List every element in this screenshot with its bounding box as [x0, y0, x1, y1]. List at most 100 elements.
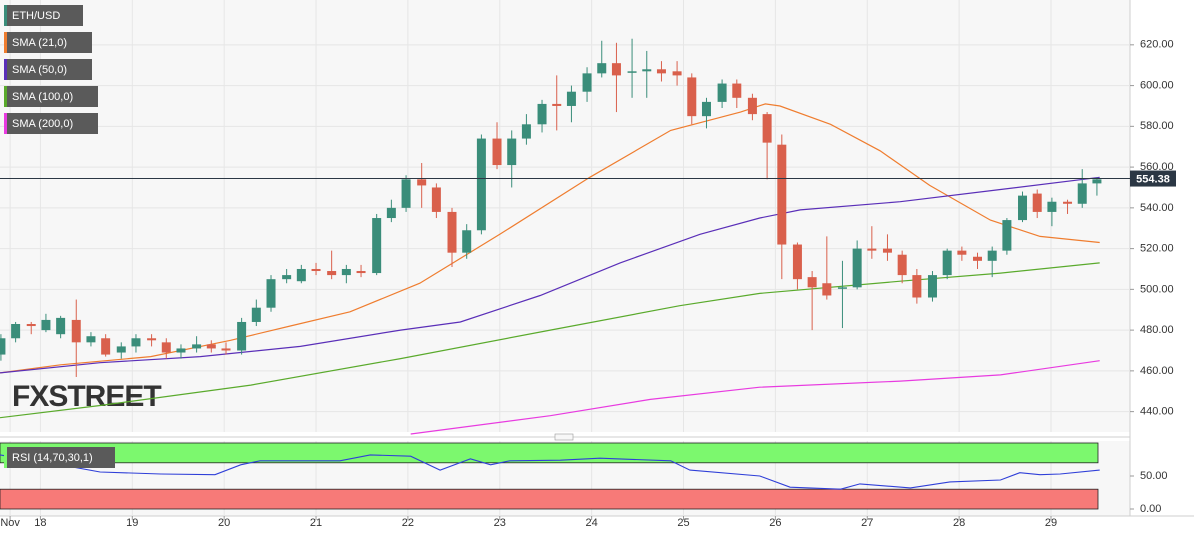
candle-body [492, 138, 502, 166]
candle-body [537, 103, 547, 125]
legend-box [4, 447, 115, 468]
main-plot-background [0, 0, 1130, 432]
candle-body [972, 256, 982, 261]
legend-swatch [4, 5, 7, 26]
rsi-line [0, 454, 1100, 490]
candle-body [642, 69, 652, 72]
candle-body [777, 144, 787, 245]
sma-line [0, 103, 1100, 374]
candle-body [311, 268, 321, 272]
candle-body [266, 279, 276, 308]
candle-body [822, 283, 832, 296]
candle-body [521, 124, 531, 139]
y-tick-label: 580.00 [1140, 120, 1174, 132]
candle-body [852, 248, 862, 288]
sma-line [0, 176, 1100, 374]
candle-body [71, 319, 81, 343]
candle-body [476, 138, 486, 231]
candle-body [447, 211, 457, 253]
candle-body [552, 103, 562, 106]
candle-body [251, 307, 261, 322]
x-tick-label: 18 [34, 517, 46, 529]
candle-body [807, 277, 817, 288]
y-tick-label: 600.00 [1140, 79, 1174, 91]
candle-body [912, 275, 922, 298]
candle-body [656, 69, 666, 74]
candle-body [687, 77, 697, 117]
candle-body [732, 83, 742, 98]
candle-body [1092, 179, 1102, 184]
x-tick-label: Nov [0, 517, 20, 529]
candle-body [372, 218, 382, 274]
candle-body [101, 338, 111, 355]
candle-body [1077, 183, 1087, 204]
legend-swatch [4, 59, 7, 80]
legend-text: ETH/USD [12, 10, 60, 22]
pane-resize-handle[interactable] [554, 433, 574, 441]
watermark: FXSTREET [12, 380, 161, 413]
y-tick-label: 460.00 [1140, 365, 1174, 377]
candle-body [927, 275, 937, 298]
candle-body [507, 138, 517, 166]
candle-body [116, 346, 126, 353]
candle-body [131, 338, 141, 347]
sma-line [410, 360, 1100, 435]
legend-text: SMA (200,0) [12, 118, 73, 130]
last-price-label: 554.38 [1136, 173, 1170, 185]
x-tick-label: 28 [953, 517, 965, 529]
candle-body [341, 268, 351, 276]
y-tick-label: 440.00 [1140, 406, 1174, 418]
x-tick-label: 24 [586, 517, 598, 529]
x-tick-label: 27 [861, 517, 873, 529]
candle-body [1063, 201, 1073, 204]
candle-body [837, 287, 847, 289]
legend-swatch [4, 32, 7, 53]
candle-body [417, 179, 427, 186]
candle-body [356, 271, 366, 274]
candle-body [897, 254, 907, 276]
candle-body [161, 342, 171, 353]
candle-body [206, 344, 216, 349]
candle-body [147, 338, 157, 341]
x-tick-label: 29 [1045, 517, 1057, 529]
candle-body [1002, 220, 1012, 251]
grid-layer [0, 0, 1130, 516]
legend-box [4, 32, 92, 53]
candle-body [717, 83, 727, 102]
candle-body [792, 244, 802, 280]
candle-body [176, 348, 186, 353]
y-tick-label: 480.00 [1140, 324, 1174, 336]
labels-layer: Nov 18 19 20 21 22 23 24 25 26 27 28 29 440.00 460.00 4… [0, 5, 1176, 529]
x-tick-label: 25 [677, 517, 689, 529]
legend-box [4, 113, 98, 134]
legend-text: SMA (50,0) [12, 64, 67, 76]
rsi-band [0, 442, 1099, 464]
legend-text: SMA (21,0) [12, 37, 67, 49]
candle-body [0, 338, 6, 355]
candle-body [462, 230, 472, 253]
candle-body [882, 248, 892, 253]
x-tick-label: 22 [402, 517, 414, 529]
legend-text: RSI (14,70,30,1) [12, 452, 93, 464]
y-tick-label: 520.00 [1140, 243, 1174, 255]
x-tick-label: 26 [769, 517, 781, 529]
x-tick-label: 23 [494, 517, 506, 529]
candle-body [942, 250, 952, 276]
candle-body [221, 348, 231, 351]
y-tick-label: 500.00 [1140, 283, 1174, 295]
legend-box [4, 59, 92, 80]
candle-body [566, 91, 576, 106]
candle-body [386, 207, 396, 219]
y-tick-label: 560.00 [1140, 161, 1174, 173]
legend-box [4, 86, 98, 107]
legend-text: SMA (100,0) [12, 91, 73, 103]
candle-body [26, 324, 36, 327]
candle-body [597, 63, 607, 74]
legend-swatch [4, 447, 7, 468]
candle-body [11, 324, 21, 339]
candle-body [86, 336, 96, 343]
candle-body [762, 114, 772, 143]
candle-body [701, 101, 711, 117]
